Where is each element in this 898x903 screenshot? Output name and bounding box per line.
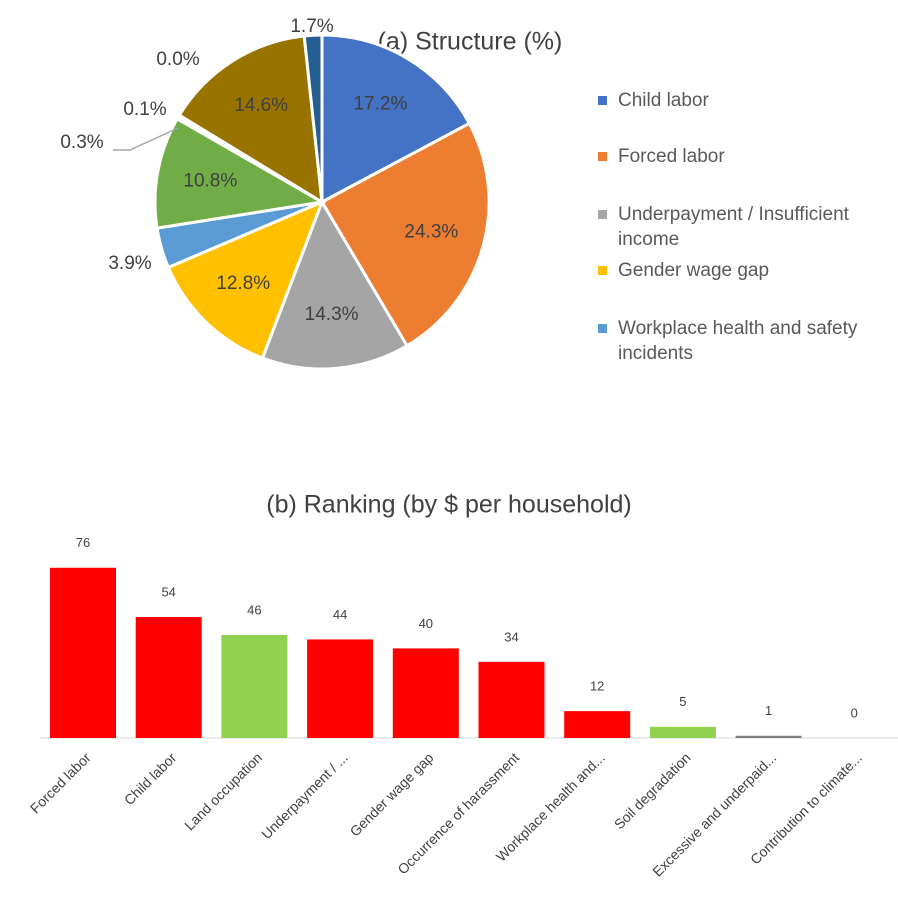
x-tick-label: Forced labor <box>27 749 94 816</box>
legend-label: Underpayment / Insufficient income <box>618 204 849 250</box>
legend-item: Forced labor <box>598 144 725 169</box>
data-label: 46 <box>247 602 261 617</box>
data-label: 5 <box>679 694 686 709</box>
legend-swatch <box>598 324 607 333</box>
legend-item: Child labor <box>598 88 709 113</box>
data-label: 54 <box>161 584 175 599</box>
data-label: 40 <box>419 616 433 631</box>
bar <box>135 617 202 738</box>
legend-label: Workplace health and safety incidents <box>618 318 858 364</box>
data-label: 1 <box>765 703 772 718</box>
bar <box>50 567 116 738</box>
slice-label: 0.3% <box>60 132 103 153</box>
bar <box>221 634 288 738</box>
legend-swatch <box>598 96 607 105</box>
bar <box>564 711 631 738</box>
pie-slice <box>153 116 327 230</box>
slice-label: 1.7% <box>290 16 333 37</box>
slice-label: 10.8% <box>183 170 237 191</box>
bar <box>392 648 459 738</box>
pie-slice <box>166 199 325 360</box>
leader-line <box>113 127 179 151</box>
x-tick-label: Gender wage gap <box>347 749 437 839</box>
bar <box>735 735 802 738</box>
data-label: 76 <box>76 535 90 550</box>
legend-label: Child labor <box>618 90 709 111</box>
bar-title: (b) Ranking (by $ per household) <box>266 491 631 519</box>
legend-swatch <box>598 210 607 219</box>
legend-item: Gender wage gap <box>598 258 769 283</box>
pie-slice <box>302 33 324 203</box>
slice-label: 0.1% <box>123 99 166 120</box>
slice-label: 14.3% <box>305 304 359 325</box>
slice-label: 24.3% <box>404 222 458 243</box>
x-tick-label: Land occupation <box>181 749 265 833</box>
slice-label: 12.8% <box>216 273 270 294</box>
legend-item: Workplace health and safety incidents <box>598 316 893 366</box>
pie-slice <box>260 198 410 371</box>
data-label: 12 <box>590 679 604 694</box>
bar <box>478 661 545 738</box>
legend-swatch <box>598 152 607 161</box>
slice-label: 17.2% <box>353 94 407 115</box>
data-label: 44 <box>333 607 347 622</box>
x-tick-label: Underpayment / ... <box>258 749 351 842</box>
legend-label: Forced labor <box>618 146 725 167</box>
slice-label: 3.9% <box>108 253 151 274</box>
bar <box>307 639 374 738</box>
pie-title: (a) Structure (%) <box>378 28 563 56</box>
x-tick-label: Child labor <box>121 749 180 808</box>
pie-slice <box>319 121 491 348</box>
data-label: 0 <box>851 705 858 720</box>
legend-item: Underpayment / Insufficient income <box>598 202 893 252</box>
x-tick-label: Soil degradation <box>611 749 694 832</box>
legend-swatch <box>598 266 607 275</box>
slice-label: 14.6% <box>234 95 288 116</box>
pie-slice <box>177 34 324 205</box>
slice-label: 0.0% <box>156 49 199 70</box>
pie-slice <box>320 33 472 205</box>
data-label: 34 <box>504 629 518 644</box>
bar <box>649 726 716 738</box>
legend-label: Gender wage gap <box>618 260 770 281</box>
